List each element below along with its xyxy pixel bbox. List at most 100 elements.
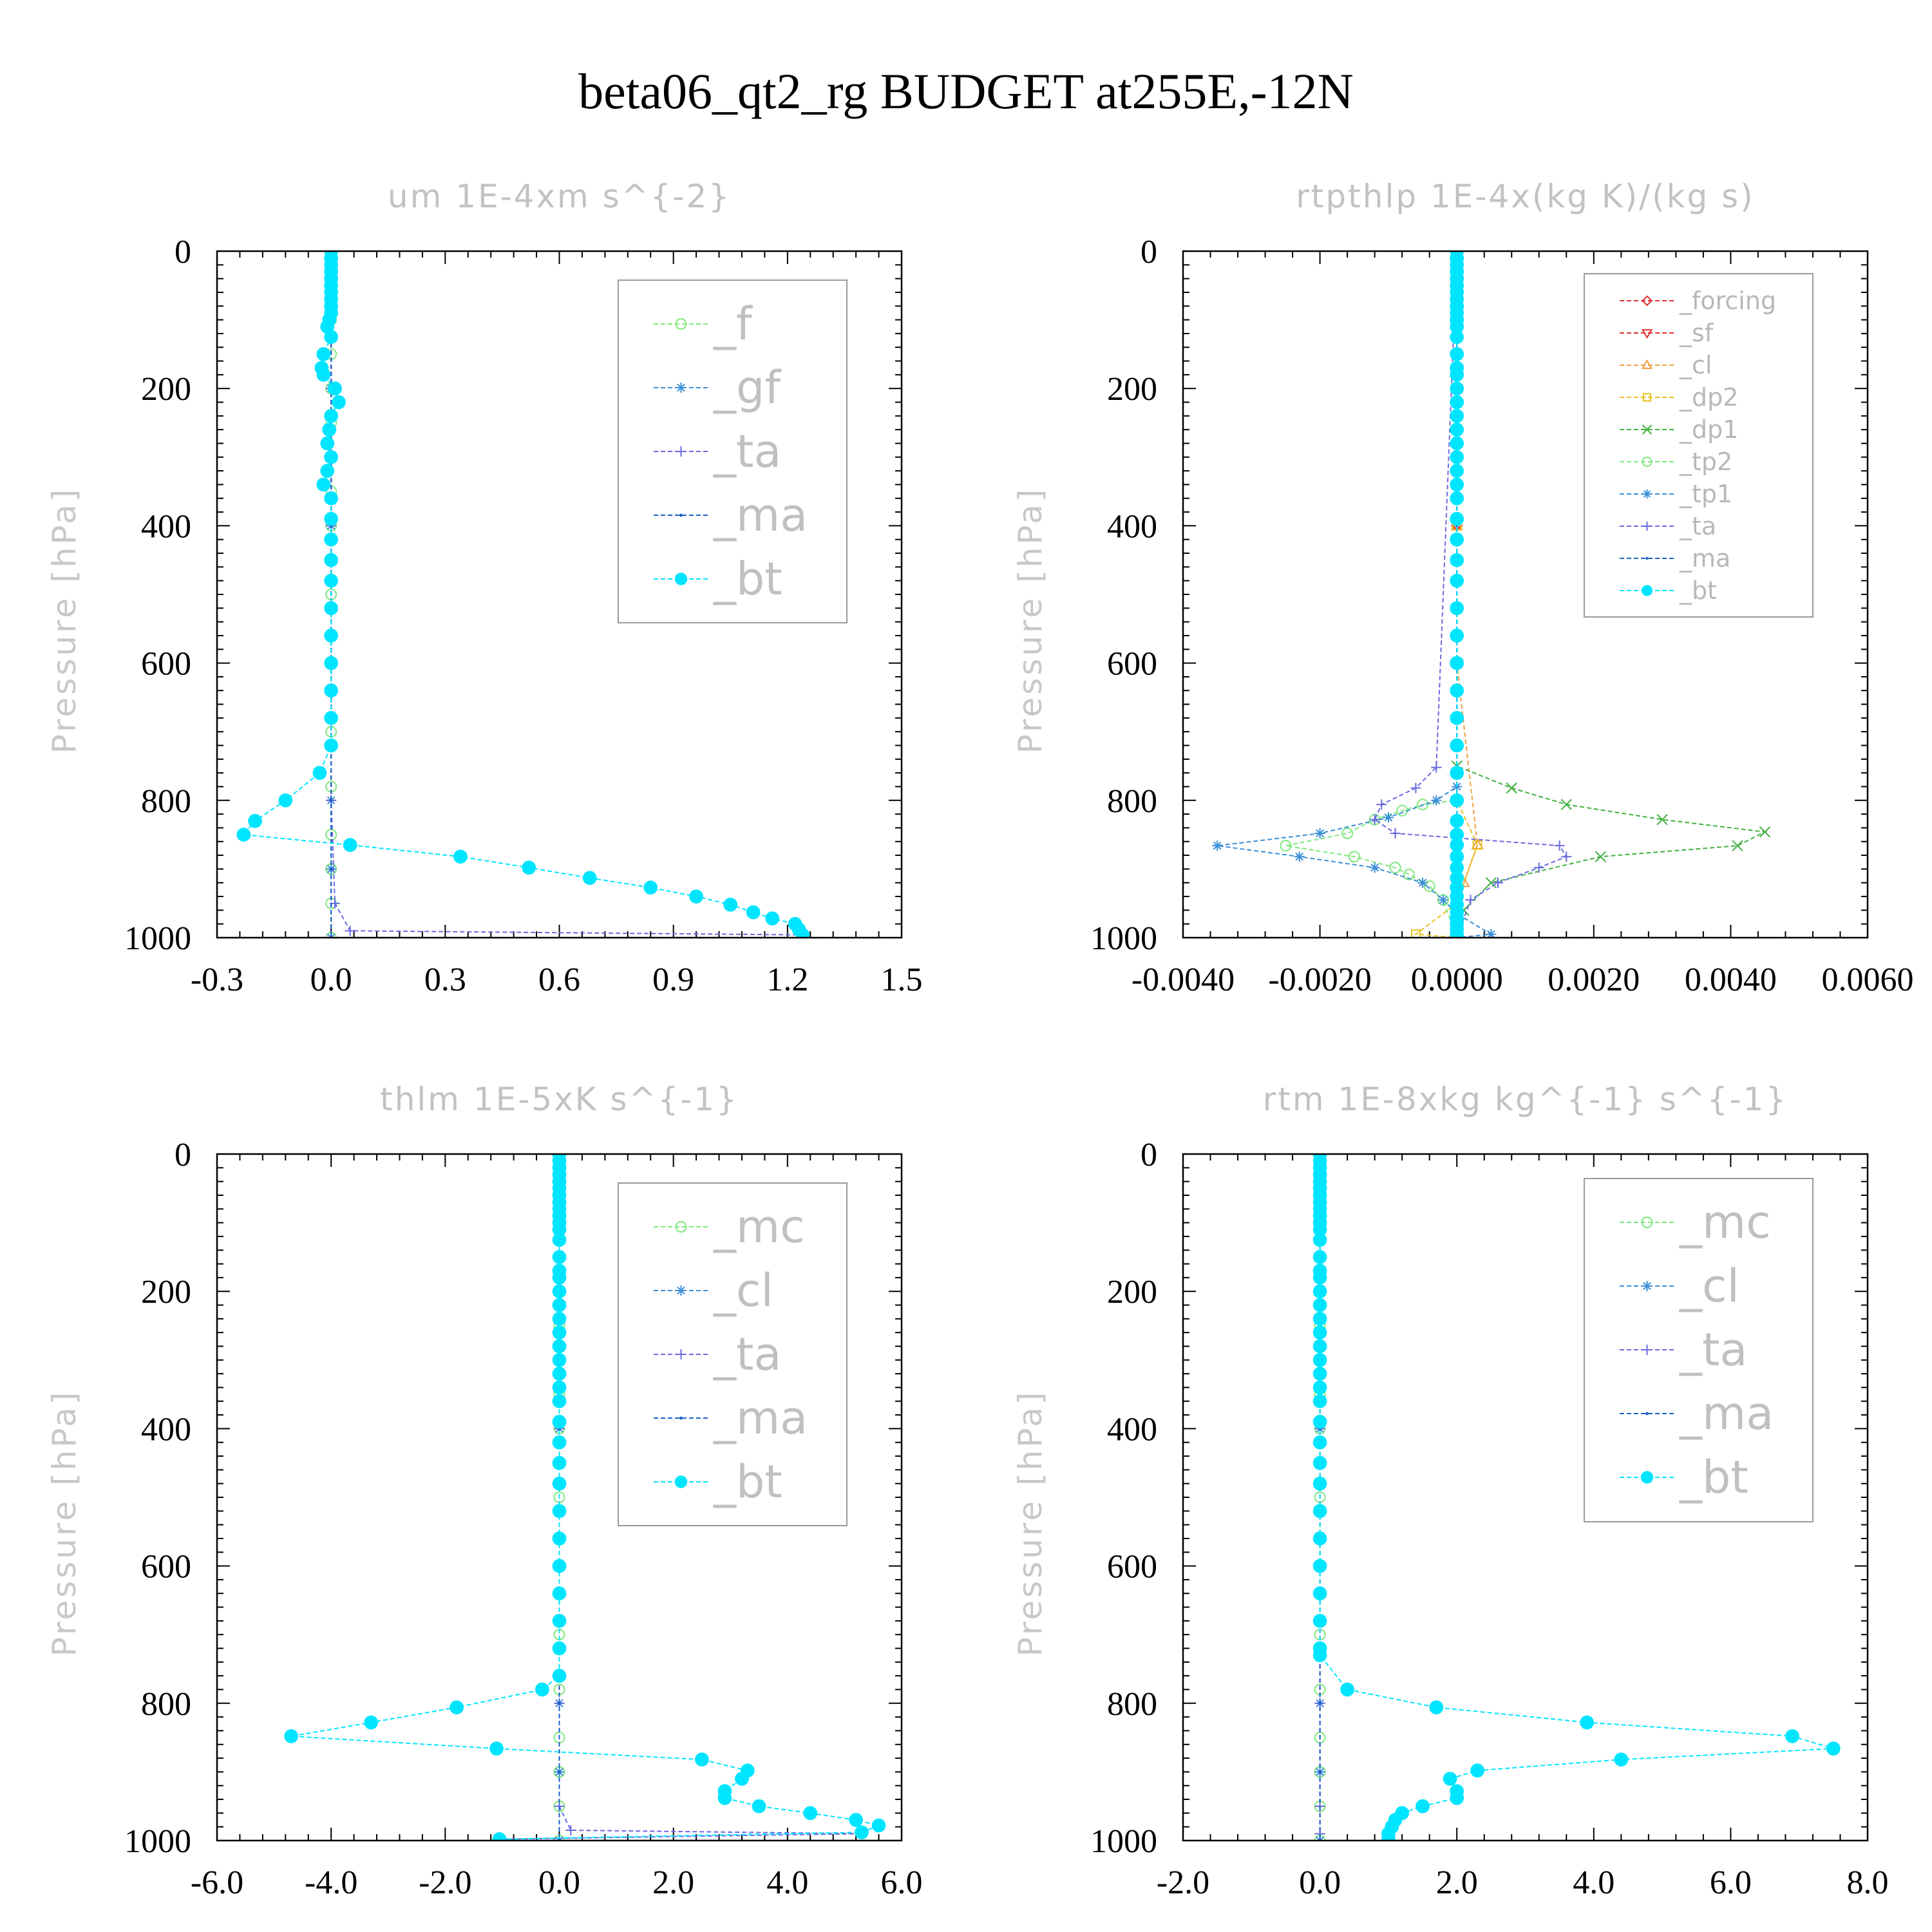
x-tick-label: 2.0: [652, 1864, 694, 1901]
data-point: [329, 867, 333, 871]
x-tick-label: 8.0: [1847, 1864, 1889, 1901]
data-point: [324, 330, 339, 345]
data-point: [558, 1770, 561, 1774]
y-tick-label: 200: [1107, 1274, 1157, 1311]
data-point: [1318, 1770, 1321, 1774]
x-tick-label: -0.0020: [1268, 961, 1371, 998]
data-point: [552, 1367, 567, 1381]
data-point: [522, 860, 536, 875]
data-point: [324, 601, 339, 616]
series-group: [1212, 251, 1771, 938]
data-point: [1383, 812, 1394, 823]
legend-marker: [1641, 359, 1653, 369]
data-point: [1826, 1741, 1841, 1756]
data-point: [324, 491, 339, 506]
data-point: [492, 1832, 507, 1841]
data-point: [1416, 1799, 1430, 1814]
x-tick-label: -6.0: [191, 1864, 243, 1901]
data-point: [552, 1271, 567, 1285]
data-point: [1450, 511, 1464, 526]
data-point: [1312, 1367, 1327, 1381]
data-point: [552, 1641, 567, 1656]
legend-marker: [679, 1416, 683, 1420]
data-point: [489, 1741, 504, 1756]
data-point: [1450, 422, 1464, 437]
data-point: [364, 1715, 379, 1730]
x-tick-label: 0.0000: [1411, 961, 1503, 998]
data-point: [1450, 408, 1464, 423]
data-point: [1450, 601, 1464, 616]
data-point: [1595, 851, 1607, 862]
data-point: [1450, 1791, 1464, 1805]
data-point: [1312, 1531, 1327, 1546]
data-point: [1431, 795, 1442, 806]
x-tick-label: 4.0: [1573, 1864, 1615, 1901]
y-tick-label: 1000: [124, 1823, 191, 1860]
data-point: [552, 1435, 567, 1450]
data-point: [1312, 1339, 1327, 1354]
y-tick-label: 600: [141, 646, 191, 683]
data-point: [329, 799, 333, 802]
data-point: [324, 683, 339, 698]
data-point: [552, 1298, 567, 1312]
data-point: [1376, 799, 1387, 810]
y-tick-label: 0: [175, 1137, 191, 1173]
legend-label: _ta: [713, 1328, 781, 1381]
data-point: [552, 1476, 567, 1491]
legend-marker: [1642, 295, 1653, 307]
x-tick-label: 4.0: [766, 1864, 808, 1901]
data-point: [343, 838, 357, 852]
legend-label: _ta: [713, 425, 781, 478]
data-point: [322, 422, 337, 437]
legend-marker: [1642, 1281, 1653, 1291]
data-point: [316, 347, 331, 361]
y-tick-label: 800: [141, 1686, 191, 1723]
y-tick-label: 800: [141, 783, 191, 820]
legend-label: _sf: [1679, 319, 1714, 347]
data-point: [1450, 553, 1464, 567]
y-tick-label: 0: [175, 234, 191, 270]
legend-marker: [1641, 1217, 1653, 1228]
data-point: [1732, 840, 1743, 851]
y-tick-label: 400: [141, 508, 191, 545]
data-point: [552, 1531, 567, 1546]
data-point: [1443, 1772, 1457, 1786]
data-point: [1450, 436, 1464, 451]
data-point: [717, 1791, 732, 1805]
data-point: [1450, 573, 1464, 588]
data-point: [1417, 799, 1429, 811]
data-point: [1450, 381, 1464, 396]
legend-label: _bt: [1679, 1451, 1748, 1504]
data-point: [324, 656, 339, 670]
data-point: [1465, 895, 1476, 905]
data-point: [278, 793, 293, 808]
data-point: [1450, 656, 1464, 670]
legend-marker: [674, 573, 688, 585]
data-point: [1450, 477, 1464, 492]
x-tick-label: 1.5: [881, 961, 923, 998]
data-point: [552, 1586, 567, 1601]
x-tick-label: 0.0040: [1685, 961, 1777, 998]
data-point: [765, 911, 780, 926]
legend-marker: [675, 1221, 687, 1233]
y-axis-label: Pressure [hPa]: [46, 1390, 83, 1657]
data-point: [558, 1701, 561, 1705]
data-point: [1312, 1298, 1327, 1312]
x-tick-label: 0.0: [310, 961, 352, 998]
data-point: [324, 511, 339, 526]
y-tick-label: 600: [1107, 646, 1157, 683]
plot-frame: [1182, 1153, 1869, 1842]
data-point: [1389, 862, 1401, 874]
series-line-tp2: [1285, 251, 1458, 938]
data-point: [324, 711, 339, 725]
y-tick-label: 200: [141, 1274, 191, 1311]
legend-label: _mc: [713, 1200, 805, 1253]
legend-marker: [1642, 1345, 1653, 1355]
data-point: [552, 1325, 567, 1340]
data-point: [1450, 711, 1464, 725]
legend-label: _bt: [1679, 576, 1717, 605]
data-point: [1312, 1380, 1327, 1395]
data-point: [1411, 929, 1421, 938]
data-point: [689, 889, 703, 904]
data-point: [1403, 868, 1415, 880]
